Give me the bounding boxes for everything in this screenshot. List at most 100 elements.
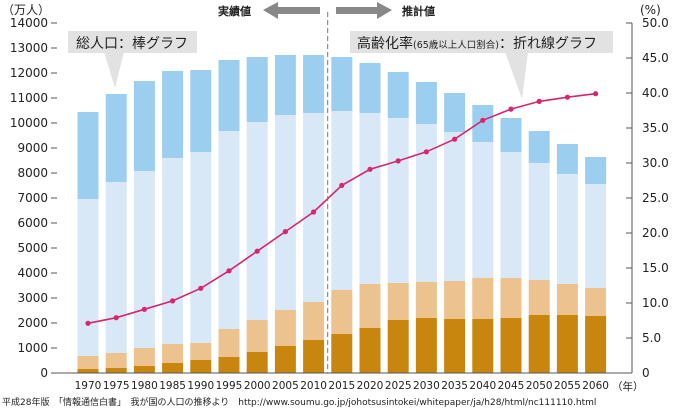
aging-rate-point-2020 (367, 166, 373, 172)
x-tick-label: 2025 (385, 380, 412, 392)
x-tick-label: 2005 (272, 380, 299, 392)
bar-segment-1980-0 (133, 366, 155, 373)
bar-callout-text: 総人口：棒グラフ (76, 36, 188, 52)
bar-segment-1995-3 (218, 60, 240, 131)
x-tick-label: 1970 (75, 380, 102, 392)
bar-segment-2030-0 (415, 318, 437, 373)
projected-label: 推計値 (402, 4, 435, 18)
bar-segment-2050-3 (528, 131, 550, 163)
bar-callout-box (68, 31, 197, 53)
aging-rate-point-2025 (395, 158, 401, 164)
bar-segment-2035-3 (444, 93, 466, 132)
y2-axis-label: (%) (640, 3, 661, 17)
y-tick-label: 11000 (10, 91, 48, 105)
bar-segment-2035-2 (444, 132, 466, 281)
bar-segment-1975-0 (105, 368, 127, 373)
x-tick-label: 1995 (216, 380, 243, 392)
bar-segment-2020-3 (359, 63, 381, 113)
y2-tick-label: 40.0 (642, 86, 669, 100)
y-tick-label: 14000 (10, 16, 48, 30)
actual-label: 実績値 (218, 4, 251, 18)
x-tick-label: 2040 (469, 380, 496, 392)
aging-rate-point-1985 (170, 298, 176, 304)
line-callout-text: 高齢化率(65歳以上人口割合)：折れ線グラフ (357, 35, 597, 52)
y-tick-label: 3000 (17, 291, 48, 305)
bar-segment-2020-1 (359, 284, 381, 328)
bar-segment-1995-1 (218, 329, 240, 357)
bar-segment-2010-3 (303, 55, 325, 113)
x-tick-label: 2035 (441, 380, 468, 392)
aging-rate-point-2055 (564, 94, 571, 100)
y-tick-label: 7000 (17, 191, 48, 205)
bar-segment-1995-0 (218, 357, 240, 373)
bar-segment-2000-2 (246, 122, 268, 320)
y2-tick-label: 35.0 (642, 121, 669, 135)
y2-tick-label: 10.0 (642, 296, 669, 310)
bar-segment-1970-0 (77, 369, 99, 373)
bar-segment-2060-3 (585, 157, 607, 184)
bar-segment-2010-2 (303, 113, 325, 302)
bar-segment-1980-2 (133, 171, 155, 348)
bar-segment-1975-3 (105, 94, 127, 182)
y2-tick-label: 0 (642, 366, 650, 380)
bar-segment-2060-1 (585, 288, 607, 316)
y2-tick-label: 50.0 (642, 16, 669, 30)
bar-segment-2045-1 (500, 278, 522, 318)
y-tick-label: 10000 (10, 116, 48, 130)
y-tick-label: 4000 (17, 266, 48, 280)
bar-segment-2045-3 (500, 118, 522, 152)
y-axis-label: （万人） (2, 3, 50, 17)
x-tick-label: 2015 (328, 380, 355, 392)
bar-segment-2035-1 (444, 281, 466, 319)
bar-segment-2055-3 (556, 144, 578, 174)
bar-segment-2015-2 (331, 111, 353, 290)
y-tick-label: 13000 (10, 41, 48, 55)
aging-rate-point-2040 (480, 117, 486, 123)
bar-segment-2000-1 (246, 320, 268, 352)
bar-segment-1980-3 (133, 81, 155, 171)
x-tick-label: 2055 (554, 380, 581, 392)
y-tick-label: 12000 (10, 66, 48, 80)
aging-rate-point-2035 (452, 136, 458, 142)
bar-segment-1970-3 (77, 112, 99, 199)
bar-segment-2000-3 (246, 57, 268, 122)
x-tick-label: 2020 (357, 380, 384, 392)
annotations: （万人） (%) （年） 実績値 推計値 総人口：棒グラフ 高齢化率(65歳以上… (2, 2, 661, 408)
y-tick-label: 6000 (17, 216, 48, 230)
bar-segment-2010-0 (303, 340, 325, 373)
bar-segment-1995-2 (218, 131, 240, 329)
bar-segment-1985-2 (162, 158, 184, 344)
bar-segment-2010-1 (303, 302, 325, 340)
bar-segment-2040-1 (472, 278, 494, 319)
aging-rate-point-2060 (593, 91, 599, 97)
aging-rate-point-2005 (282, 229, 288, 235)
aging-rate-point-1995 (226, 268, 232, 274)
bar-segment-2040-2 (472, 142, 494, 278)
bar-segment-2050-1 (528, 280, 550, 315)
bar-segment-1970-2 (77, 199, 99, 356)
y2-tick-label: 20.0 (642, 226, 669, 240)
bar-segment-2030-2 (415, 124, 437, 282)
bar-segment-1980-1 (133, 348, 155, 366)
y2-tick-label: 5.0 (642, 331, 661, 345)
source-footer: 平成28年版 「情報通信白書」 我が国の人口の推移より http://www.s… (2, 396, 596, 408)
aging-rate-point-2015 (339, 182, 345, 188)
bar-segment-2035-0 (444, 319, 466, 373)
y-tick-label: 9000 (17, 141, 48, 155)
x-tick-label: 2000 (244, 380, 271, 392)
bar-segment-2005-1 (274, 310, 296, 346)
x-tick-label: 2010 (300, 380, 327, 392)
aging-rate-point-2030 (423, 149, 429, 155)
bar-segment-1975-2 (105, 182, 127, 353)
bar-segment-2050-2 (528, 163, 550, 280)
bar-segment-1970-1 (77, 356, 99, 369)
x-tick-label: 1975 (103, 380, 130, 392)
aging-rate-point-2010 (311, 209, 317, 215)
bar-segment-2045-2 (500, 152, 522, 278)
y2-tick-label: 45.0 (642, 51, 669, 65)
bar-segment-1985-0 (162, 363, 184, 373)
y-tick-label: 0 (40, 366, 48, 380)
bar-segment-2040-3 (472, 105, 494, 142)
aging-rate-point-2050 (536, 98, 542, 104)
bar-segment-2055-2 (556, 174, 578, 284)
